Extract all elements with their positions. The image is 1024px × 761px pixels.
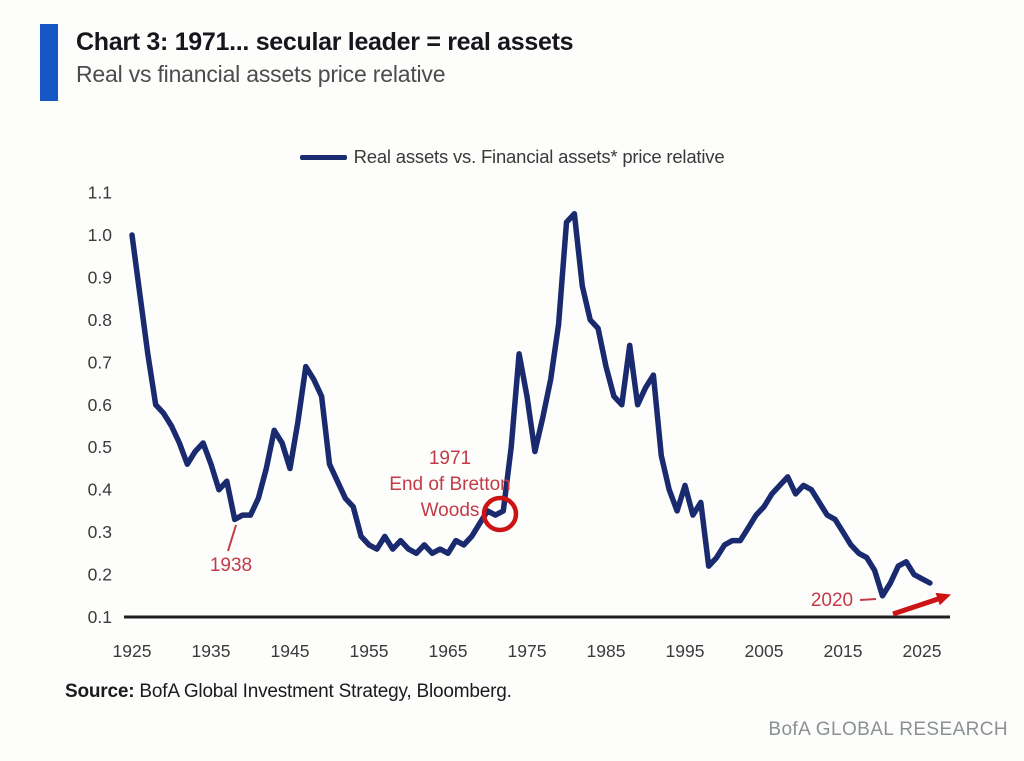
annotation-2020: 2020 <box>810 590 854 611</box>
x-axis-ticks: 1925 1935 1945 1955 1965 1975 1985 1995 2005 2015… <box>113 641 942 661</box>
accent-bar <box>40 24 58 101</box>
page-title: Chart 3: 1971... secular leader = real a… <box>76 28 574 56</box>
y-tick-label: 0.7 <box>88 352 112 372</box>
annotation-1971-line3: Woods <box>420 500 480 521</box>
x-tick-label: 1995 <box>666 641 705 661</box>
page-subtitle: Real vs financial assets price relative <box>76 61 446 87</box>
brand-footer: BofA GLOBAL RESEARCH <box>768 719 1008 740</box>
y-tick-label: 0.4 <box>88 480 113 500</box>
legend-label: Real assets vs. Financial assets* price … <box>353 146 725 167</box>
y-tick-label: 0.1 <box>88 607 112 627</box>
y-tick-label: 0.2 <box>88 565 112 585</box>
source-text: BofA Global Investment Strategy, Bloombe… <box>134 681 512 702</box>
x-tick-label: 1945 <box>271 641 310 661</box>
trend-up-arrow <box>892 592 951 617</box>
y-tick-label: 1.0 <box>88 225 113 245</box>
x-tick-label: 2005 <box>745 641 784 661</box>
x-tick-label: 2025 <box>903 641 942 661</box>
y-axis-ticks: 1.1 1.0 0.9 0.8 0.7 0.6 0.5 0.4 0.3 0.2 0.1 <box>88 183 113 627</box>
legend: Real assets vs. Financial assets* price … <box>0 146 1024 168</box>
x-tick-label: 1925 <box>113 641 152 661</box>
annotation-1938-leader-line <box>227 524 237 552</box>
y-tick-label: 0.9 <box>88 267 112 287</box>
annotation-2020-dash <box>859 598 877 601</box>
x-tick-label: 1955 <box>350 641 389 661</box>
y-tick-label: 1.1 <box>88 183 112 203</box>
legend-line-swatch <box>299 154 347 160</box>
source-label: Source: <box>65 681 135 702</box>
x-tick-label: 1975 <box>508 641 547 661</box>
x-tick-label: 1985 <box>587 641 626 661</box>
price-relative-line <box>129 211 933 599</box>
x-tick-label: 1965 <box>429 641 468 661</box>
x-tick-label: 1935 <box>192 641 231 661</box>
y-tick-label: 0.8 <box>88 310 112 330</box>
annotation-1938: 1938 <box>209 555 253 576</box>
y-tick-label: 0.5 <box>88 437 112 457</box>
source-line: Source: BofA Global Investment Strategy,… <box>65 681 512 703</box>
annotation-1971-bretton-woods: 1971 End of Bretton Woods <box>370 446 530 524</box>
y-tick-label: 0.3 <box>88 522 112 542</box>
x-tick-label: 2015 <box>824 641 863 661</box>
annotation-1971-line2: End of Bretton <box>389 474 511 495</box>
y-tick-label: 0.6 <box>88 395 112 415</box>
annotation-1971-line1: 1971 <box>428 448 472 469</box>
